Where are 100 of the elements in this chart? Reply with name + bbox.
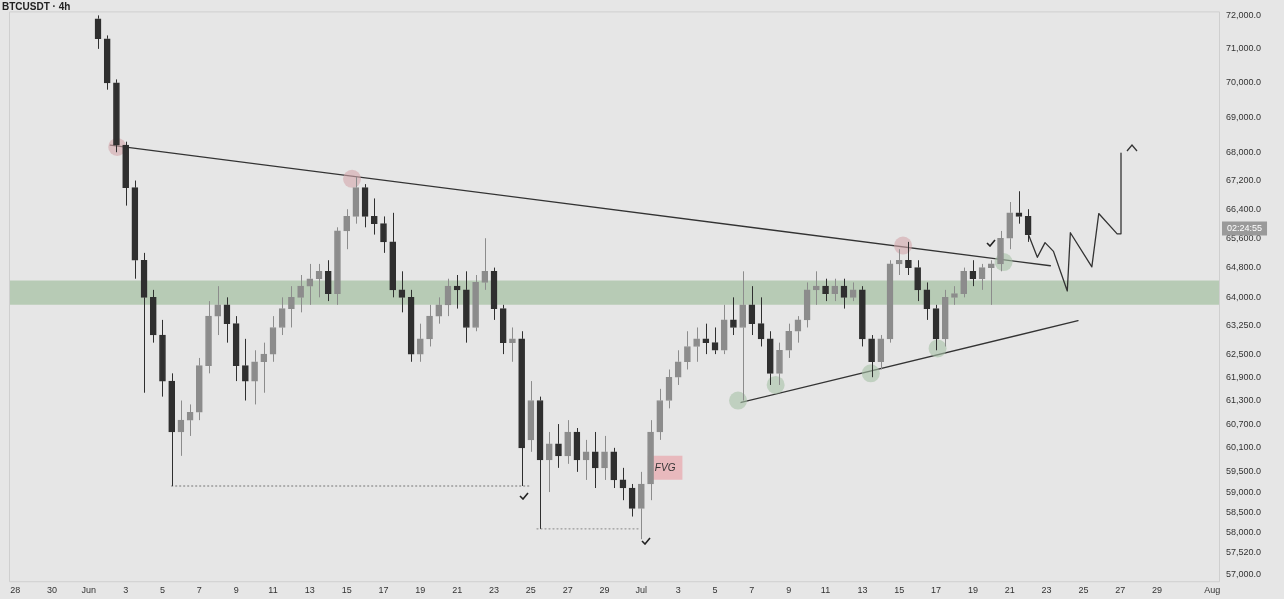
candlestick [941,289,949,347]
candlestick [251,349,258,405]
x-tick-label: 11 [268,585,278,596]
x-tick-label: 27 [562,585,573,596]
candlestick [324,259,332,302]
candlestick [766,330,774,386]
candlestick [895,248,903,276]
y-tick-label: 69,000.0 [1226,111,1262,122]
candlestick [481,237,489,291]
candlestick [610,447,618,489]
x-tick-label: 28 [10,585,21,596]
candlestick [997,230,1004,272]
x-tick-label: Jul [635,585,648,596]
x-tick-label: 29 [1152,585,1163,596]
x-tick-label: 17 [378,585,389,596]
x-tick-label: 5 [712,585,718,596]
y-tick-label: 61,900.0 [1226,371,1262,382]
x-tick-label: 13 [857,585,868,596]
x-tick-label: 9 [233,585,239,596]
candlestick [877,334,885,370]
candlestick [1006,201,1014,250]
y-tick-label: 64,000.0 [1226,291,1262,302]
candlestick [720,304,728,355]
candlestick [417,323,424,363]
x-tick-label: 25 [1078,585,1089,596]
annotation: FVG [654,461,676,473]
candlestick [868,334,875,378]
candlestick [638,471,645,540]
y-tick-label: 61,300.0 [1226,395,1262,406]
y-tick-label: 60,100.0 [1226,442,1262,453]
candlestick [149,289,157,344]
candlestick [159,319,166,398]
x-tick-label: 23 [1041,585,1052,596]
candlestick [711,326,719,355]
candlestick [260,342,268,394]
candlestick [426,304,433,347]
x-tick-label: 11 [820,585,831,596]
x-tick-label: 5 [159,585,165,596]
candlestick [1015,190,1023,225]
y-tick-label: 71,000.0 [1226,43,1262,54]
candlestick [545,431,553,493]
x-tick-label: 3 [675,585,681,596]
y-tick-label: 66,400.0 [1226,203,1262,214]
candlestick [813,270,820,306]
y-tick-label: 59,000.0 [1226,486,1262,497]
x-tick-label: 15 [341,585,352,596]
y-tick-label: 62,500.0 [1226,348,1262,359]
x-tick-label: 19 [415,585,426,596]
y-tick-label: 60,700.0 [1226,418,1262,429]
candlestick [168,372,176,487]
candlestick [499,304,507,355]
x-tick-label: Aug [1204,585,1221,596]
candlestick [370,197,378,236]
candlestick [785,323,793,359]
x-tick-label: 23 [489,585,500,596]
candlestick [389,212,397,298]
candlestick [472,274,479,332]
candlestick [849,281,857,302]
candlestick [205,300,212,374]
y-tick-label: 59,500.0 [1226,466,1262,477]
candlestick [380,215,387,254]
x-tick-label: 3 [123,585,129,596]
candlestick [674,349,682,386]
candlestick [601,435,608,481]
candlestick [656,388,664,441]
candlestick [822,278,829,302]
y-tick-label: 72,000.0 [1226,9,1262,20]
candlestick [730,296,737,336]
x-tick-label: 15 [894,585,905,596]
y-tick-label: 58,500.0 [1226,506,1262,517]
candlestick [684,330,691,370]
candlestick [555,423,562,469]
candlestick [951,285,958,306]
x-tick-label: 21 [452,585,463,596]
x-tick-label: 25 [525,585,536,596]
x-tick-label: 30 [46,585,57,596]
x-tick-label: 19 [967,585,978,596]
candlestick [278,296,286,336]
chart-title: BTCUSDT · 4h [2,0,71,12]
candlestick [453,274,461,310]
text: 02:24:55 [1227,223,1263,234]
x-tick-label: 13 [304,585,315,596]
candlestick [297,274,304,313]
candlestick [591,431,599,489]
candlestick [859,285,866,347]
candlestick [214,285,222,336]
x-tick-label: Jun [81,585,97,596]
candlestick [914,259,921,302]
candlestick [334,226,341,306]
candlestick [693,326,700,363]
candlestick [987,259,995,306]
x-tick-label: 7 [749,585,755,596]
y-tick-label: 70,000.0 [1226,77,1262,88]
y-tick-label: 57,520.0 [1226,547,1262,558]
x-tick-label: 9 [786,585,792,596]
x-tick-label: 17 [931,585,942,596]
candlestick [518,330,525,487]
candlestick [103,34,111,91]
candlestick [435,296,443,325]
candlestick [564,419,572,465]
